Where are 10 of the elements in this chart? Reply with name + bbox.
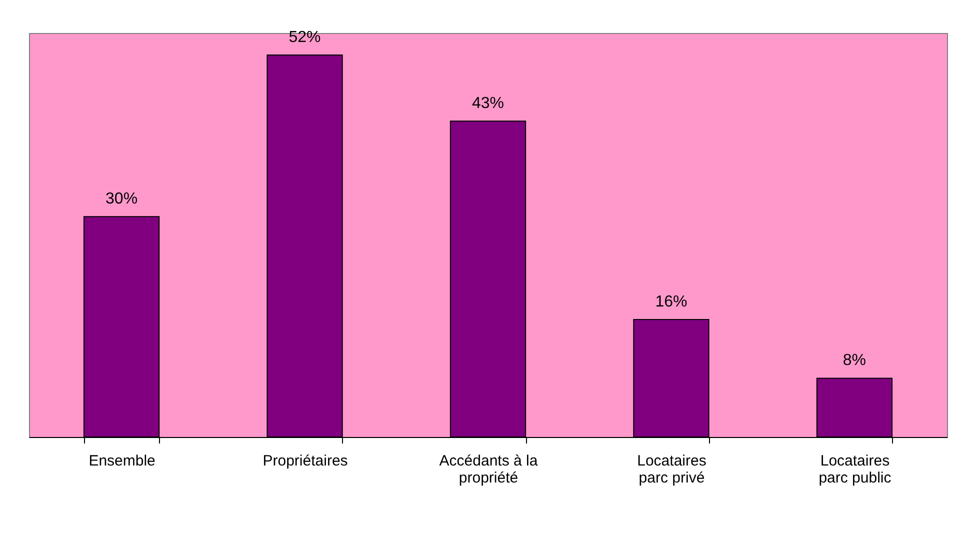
data-label: 30% — [106, 190, 138, 208]
x-tick-label: Locataires parc privé — [637, 452, 706, 486]
x-tick-label: Accédants à la propriété — [439, 452, 538, 486]
data-label: 16% — [655, 293, 688, 310]
x-tick-label: Ensemble — [88, 452, 156, 470]
data-label: 8% — [842, 352, 866, 370]
data-label: 52% — [288, 29, 321, 46]
x-tick-label: Propriétaires — [262, 452, 348, 470]
data-label: 43% — [472, 95, 504, 112]
x-tick-label: Locataires parc public — [818, 452, 892, 486]
